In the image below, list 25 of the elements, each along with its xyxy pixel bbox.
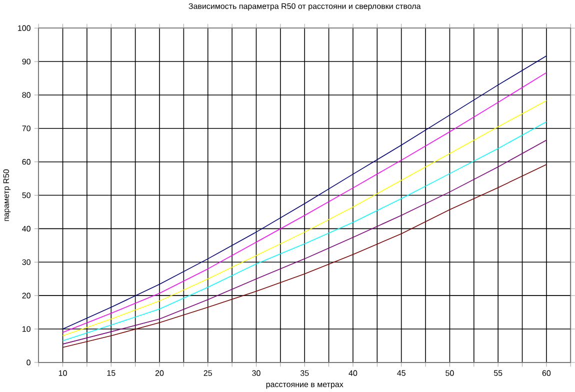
x-tick-label: 35 xyxy=(300,370,309,376)
y-tick-label: 20 xyxy=(22,292,30,298)
y-tick-label: 0 xyxy=(26,360,30,366)
x-tick-label: 15 xyxy=(107,370,116,376)
chart-title: Зависимость параметра R50 от расстояни и сверловки ствола xyxy=(188,3,421,11)
y-tick-label: 10 xyxy=(22,326,30,332)
y-tick-label: 60 xyxy=(22,158,30,165)
x-tick-label: 25 xyxy=(204,370,212,376)
y-axis-title: параметр R50 xyxy=(3,169,11,221)
y-tick-label: 50 xyxy=(22,192,30,198)
x-tick-label: 50 xyxy=(446,370,454,376)
x-tick-label: 55 xyxy=(494,370,502,376)
y-tick-label: 30 xyxy=(22,259,30,265)
y-tick-label: 70 xyxy=(22,126,30,132)
x-tick-label: 40 xyxy=(348,370,358,376)
y-tick-label: 90 xyxy=(22,58,30,64)
x-axis-title: расстояние в метрах xyxy=(266,382,344,389)
x-tick-label: 30 xyxy=(252,370,260,376)
x-tick-label: 20 xyxy=(155,370,164,376)
y-tick-label: 40 xyxy=(22,226,30,232)
x-tick-label: 60 xyxy=(542,370,551,376)
x-tick-label: 10 xyxy=(58,370,67,376)
y-tick-label: 80 xyxy=(22,92,30,98)
x-tick-label: 45 xyxy=(397,370,406,376)
y-tick-label: 100 xyxy=(18,25,30,31)
